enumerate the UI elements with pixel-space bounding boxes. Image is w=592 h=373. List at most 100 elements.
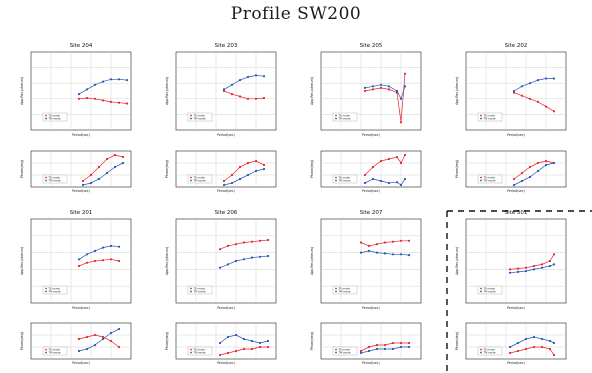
- te-phase-series-line: [82, 154, 124, 182]
- legend-tm-label: TM mode: [49, 117, 61, 121]
- te-rho-data-point: [403, 72, 407, 75]
- te-phase-data-point: [548, 347, 552, 351]
- site-title: Site 206: [215, 210, 238, 216]
- te-phase-data-point: [109, 339, 113, 343]
- tm-rho-data-point: [101, 246, 105, 249]
- legend-tm-label: TM mode: [49, 290, 61, 294]
- te-phase-data-point: [399, 341, 403, 345]
- te-phase-data-point: [383, 343, 387, 347]
- tm-rho-data-point: [552, 77, 556, 80]
- te-rho-data-point: [407, 239, 411, 242]
- site-title: Site 203: [215, 43, 238, 49]
- tm-rho-data-point: [238, 79, 242, 82]
- te-phase-data-point: [516, 349, 520, 353]
- phase-panel: [175, 150, 277, 188]
- resistivity-panel: [320, 51, 422, 131]
- legend-te-label: TE mode: [484, 176, 496, 180]
- tm-phase-data-point: [371, 177, 375, 181]
- te-phase-data-point: [222, 179, 226, 183]
- tm-phase-series-line: [513, 162, 555, 186]
- legend-tm-swatch: [45, 351, 47, 354]
- tm-phase-data-point: [246, 173, 250, 177]
- period-axis-label: Period(sec): [72, 306, 90, 310]
- tm-rho-data-point: [407, 254, 411, 257]
- tm-phase-data-point: [222, 183, 226, 187]
- legend-tm-swatch: [335, 290, 337, 293]
- legend-te-swatch: [480, 348, 482, 351]
- tm-phase-data-point: [262, 167, 266, 171]
- tm-rho-data-point: [508, 271, 512, 274]
- period-axis-label: Period(sec): [362, 133, 380, 137]
- tm-phase-data-point: [101, 337, 105, 341]
- tm-rho-data-point: [403, 85, 407, 88]
- te-phase-data-point: [117, 345, 121, 349]
- te-phase-data-point: [359, 349, 363, 353]
- legend-box: [332, 174, 358, 184]
- tm-phase-data-point: [532, 335, 536, 339]
- period-axis-label: Period(sec): [217, 189, 235, 193]
- tm-phase-data-point: [113, 165, 117, 169]
- phase-panel: [320, 322, 422, 360]
- te-rho-data-point: [258, 239, 262, 242]
- te-rho-data-point: [109, 258, 113, 261]
- te-rho-data-point: [367, 244, 371, 247]
- legend-tm-label: TM mode: [484, 290, 496, 294]
- rho-axis-label: App.Res.(ohm-m): [455, 77, 459, 105]
- rho-axis-label: App.Res.(ohm-m): [165, 77, 169, 105]
- te-phase-data-point: [258, 345, 262, 349]
- tm-rho-data-point: [536, 79, 540, 82]
- te-rho-data-point: [101, 99, 105, 102]
- legend-te-swatch: [190, 287, 192, 290]
- te-phase-data-point: [540, 345, 544, 349]
- tm-rho-data-point: [262, 75, 266, 78]
- tm-rho-data-point: [379, 83, 383, 86]
- tm-rho-data-point: [532, 268, 536, 271]
- te-phase-data-point: [246, 161, 250, 165]
- te-phase-data-point: [218, 353, 222, 357]
- te-rho-data-point: [540, 263, 544, 266]
- period-axis-label: Period(sec): [217, 306, 235, 310]
- legend-box: [187, 112, 213, 122]
- phase-axis-label: Phase(deg): [165, 332, 169, 350]
- tm-rho-data-point: [363, 86, 367, 89]
- legend-te-label: TE mode: [49, 114, 61, 118]
- tm-phase-data-point: [97, 177, 101, 181]
- te-rho-data-point: [254, 97, 258, 100]
- te-rho-data-point: [375, 243, 379, 246]
- tm-rho-data-point: [387, 85, 391, 88]
- phase-panel: [30, 150, 132, 188]
- tm-rho-data-point: [552, 263, 556, 266]
- phase-axis-label: Phase(deg): [165, 160, 169, 178]
- te-phase-data-point: [375, 343, 379, 347]
- te-rho-data-point: [520, 94, 524, 97]
- tm-rho-data-point: [246, 75, 250, 79]
- legend-te-label: TE mode: [194, 348, 206, 352]
- te-phase-data-point: [230, 173, 234, 177]
- legend-te-label: TE mode: [194, 287, 206, 291]
- te-rho-data-point: [246, 97, 250, 100]
- rho-axis-label: App.Res.(ohm-m): [310, 77, 314, 105]
- te-phase-data-point: [520, 171, 524, 175]
- tm-phase-data-point: [528, 175, 532, 179]
- legend-te-swatch: [335, 176, 337, 179]
- tm-phase-data-point: [403, 177, 407, 181]
- te-rho-data-point: [363, 89, 367, 93]
- te-rho-data-point: [238, 95, 242, 98]
- legend-box: [332, 285, 358, 295]
- legend-te-swatch: [335, 348, 337, 351]
- site-title: Site 201: [70, 210, 93, 216]
- tm-rho-data-point: [77, 258, 81, 261]
- tm-rho-data-point: [540, 266, 544, 269]
- tm-rho-data-point: [391, 253, 395, 256]
- legend-te-label: TE mode: [484, 114, 496, 118]
- te-rho-data-point: [512, 91, 516, 94]
- tm-rho-data-point: [93, 83, 97, 86]
- tm-rho-data-point: [516, 270, 520, 273]
- tm-phase-data-point: [359, 351, 363, 355]
- phase-axis-label: Phase(deg): [455, 160, 459, 178]
- te-rho-data-point: [117, 259, 121, 263]
- te-phase-data-point: [367, 345, 371, 349]
- legend-tm-swatch: [190, 117, 192, 120]
- te-rho-data-point: [383, 241, 387, 244]
- legend-tm-label: TM mode: [339, 179, 351, 183]
